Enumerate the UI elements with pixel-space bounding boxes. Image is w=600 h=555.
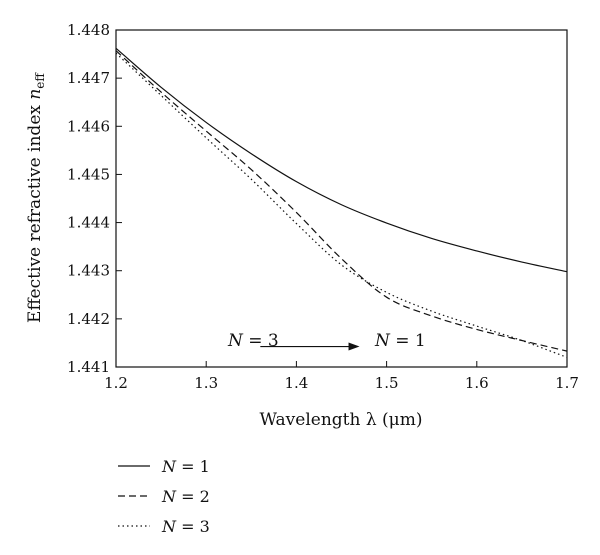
y-axis-ticks: 1.441 1.442 1.443 1.444 1.445 1.446 1.447 1.448 bbox=[67, 21, 122, 376]
annotation-left-var: N bbox=[227, 331, 244, 351]
x-tick-label: 1.6 bbox=[465, 374, 489, 392]
legend-label-n2-var: N bbox=[161, 487, 177, 506]
x-axis-label: Wavelength λ (μm) bbox=[260, 410, 423, 430]
legend-label-n2-eq: = 2 bbox=[176, 487, 210, 506]
x-tick-label: 1.3 bbox=[194, 374, 218, 392]
annotation: N = 3 N = 1 bbox=[227, 331, 426, 351]
annotation-arrowhead bbox=[348, 342, 360, 351]
legend-label-n1: N = 1 bbox=[161, 457, 210, 476]
legend: N = 1 N = 2 N = 3 bbox=[118, 457, 210, 536]
y-axis-label-var: n bbox=[25, 89, 45, 100]
y-tick-label: 1.448 bbox=[67, 21, 110, 39]
annotation-left-eq: = 3 bbox=[243, 331, 279, 351]
x-tick-label: 1.4 bbox=[284, 374, 308, 392]
legend-label-n2: N = 2 bbox=[161, 487, 210, 506]
y-tick-label: 1.443 bbox=[67, 262, 110, 280]
series-layer bbox=[115, 47, 568, 358]
plot-frame bbox=[115, 29, 568, 368]
y-axis-label-text: Effective refractive index bbox=[25, 100, 45, 323]
y-tick-label: 1.447 bbox=[67, 69, 110, 87]
legend-label-n1-var: N bbox=[161, 457, 177, 476]
series-line-n-1 bbox=[115, 47, 568, 273]
y-axis-label-sub: eff bbox=[33, 72, 47, 89]
y-tick-label: 1.442 bbox=[67, 310, 110, 328]
x-axis-ticks: 1.2 1.3 1.4 1.5 1.6 1.7 bbox=[104, 361, 579, 392]
legend-label-n3-eq: = 3 bbox=[176, 517, 210, 536]
legend-label-n3-var: N bbox=[161, 517, 177, 536]
y-tick-label: 1.446 bbox=[67, 117, 110, 135]
y-tick-label: 1.441 bbox=[67, 358, 110, 376]
x-tick-label: 1.5 bbox=[375, 374, 399, 392]
x-tick-label: 1.7 bbox=[555, 374, 579, 392]
y-tick-label: 1.444 bbox=[67, 214, 110, 232]
annotation-left: N = 3 bbox=[227, 331, 279, 351]
y-axis-label: Effective refractive index neff bbox=[25, 72, 47, 323]
series-line-n-2 bbox=[115, 50, 568, 352]
annotation-right: N = 1 bbox=[374, 331, 426, 351]
x-tick-label: 1.2 bbox=[104, 374, 128, 392]
annotation-right-eq: = 1 bbox=[390, 331, 426, 351]
legend-label-n3: N = 3 bbox=[161, 517, 210, 536]
annotation-right-var: N bbox=[374, 331, 391, 351]
y-tick-label: 1.445 bbox=[67, 165, 110, 183]
legend-label-n1-eq: = 1 bbox=[176, 457, 210, 476]
